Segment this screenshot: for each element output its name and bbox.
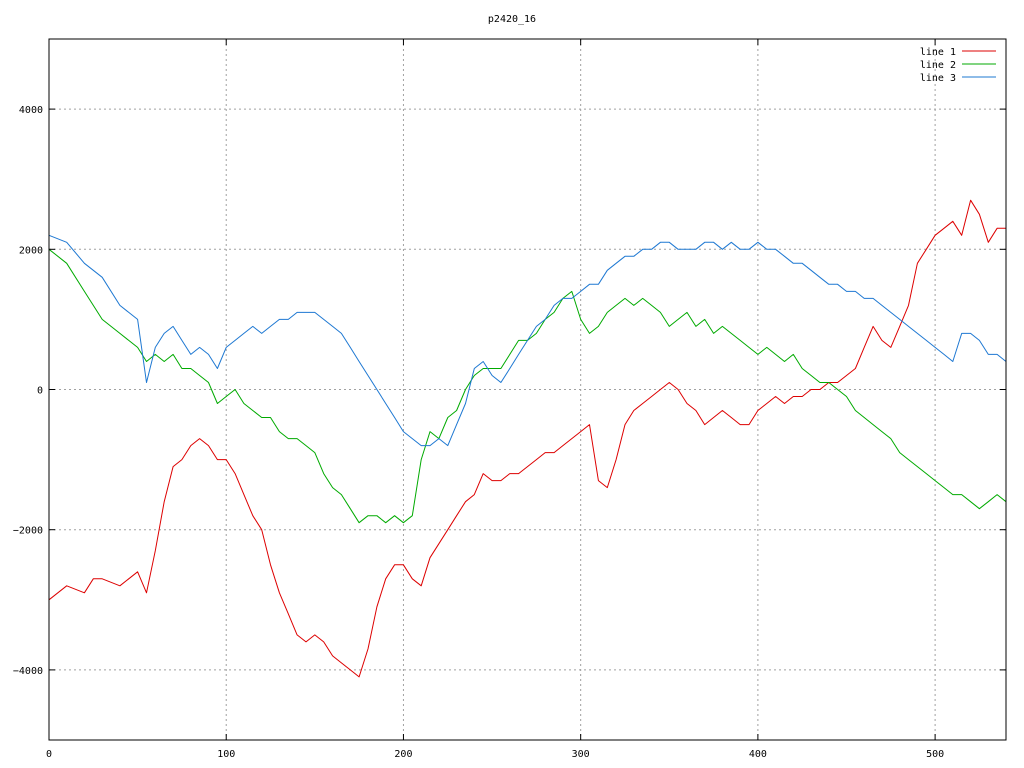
y-tick-label: 0 — [37, 386, 43, 397]
x-tick-label: 300 — [572, 749, 590, 760]
x-tick-label: 200 — [394, 749, 412, 760]
legend-label-2: line 2 — [920, 60, 956, 71]
grid — [49, 39, 1006, 740]
series-line-3 — [48, 234, 1007, 447]
y-tick-label: −2000 — [13, 526, 43, 537]
x-tick-label: 0 — [46, 749, 52, 760]
legend: line 1 line 2 line 3 — [920, 47, 996, 84]
chart-title: p2420_16 — [488, 14, 536, 25]
x-tick-label: 400 — [749, 749, 767, 760]
legend-label-3: line 3 — [920, 73, 956, 84]
y-tick-label: −4000 — [13, 666, 43, 677]
series-line-2 — [48, 248, 1007, 524]
plot-frame — [48, 38, 1007, 741]
x-tick-label: 100 — [217, 749, 235, 760]
series-line-1 — [48, 199, 1006, 678]
legend-label-1: line 1 — [920, 47, 956, 58]
ticks: 0 100 200 300 400 500 −4000 −2000 0 2000 4000 — [13, 39, 1006, 760]
y-tick-label: 2000 — [19, 245, 43, 256]
series-layer — [48, 199, 1007, 678]
y-tick-label: 4000 — [19, 105, 43, 116]
x-tick-label: 500 — [926, 749, 944, 760]
